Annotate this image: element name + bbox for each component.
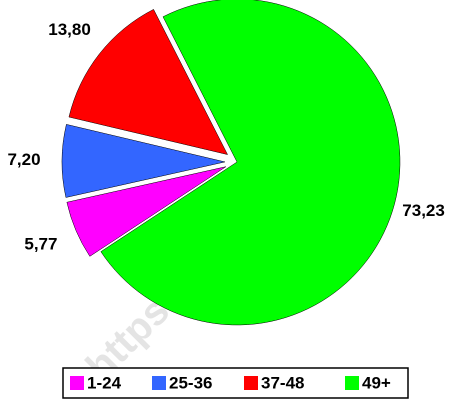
legend-label: 25-36 [169,373,212,392]
legend-label: 37-48 [261,373,304,392]
data-label: 7,20 [7,150,40,169]
legend-swatch [152,376,166,390]
data-label: 73,23 [402,201,445,220]
legend-label: 1-24 [87,373,122,392]
pie-slice [68,9,229,155]
pie-slice [66,166,227,257]
data-label: 13,80 [48,20,91,39]
pie-slice [61,124,226,198]
legend-swatch [70,376,84,390]
legend-swatch [244,376,258,390]
legend-label: 49+ [362,373,391,392]
legend-swatch [345,376,359,390]
pie-slice [100,0,401,326]
data-label: 5,77 [24,235,57,254]
